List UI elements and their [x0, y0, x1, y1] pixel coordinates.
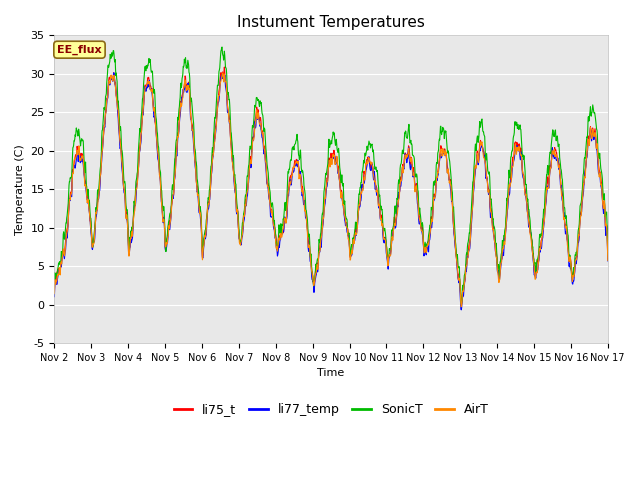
- li75_t: [604, 256, 612, 262]
- SonicT: [539, 216, 547, 222]
- li77_temp: [51, 294, 58, 300]
- Line: li75_t: li75_t: [54, 67, 608, 305]
- li75_t: [173, 136, 181, 142]
- SonicT: [218, 44, 226, 50]
- li77_temp: [174, 134, 182, 140]
- AirT: [417, 228, 425, 233]
- SonicT: [51, 288, 58, 293]
- li77_temp: [458, 307, 465, 312]
- li77_temp: [161, 222, 168, 228]
- SonicT: [490, 224, 498, 229]
- AirT: [490, 234, 498, 240]
- li75_t: [490, 233, 498, 239]
- li77_temp: [417, 226, 425, 231]
- SonicT: [417, 224, 425, 230]
- Line: SonicT: SonicT: [54, 47, 608, 304]
- Title: Instument Temperatures: Instument Temperatures: [237, 15, 425, 30]
- li75_t: [221, 64, 228, 70]
- SonicT: [604, 251, 612, 257]
- AirT: [539, 228, 547, 233]
- li75_t: [51, 292, 58, 298]
- li75_t: [458, 302, 465, 308]
- li75_t: [539, 228, 547, 234]
- li77_temp: [604, 258, 612, 264]
- AirT: [604, 258, 612, 264]
- li75_t: [417, 225, 425, 231]
- SonicT: [160, 204, 168, 210]
- AirT: [160, 217, 168, 223]
- SonicT: [173, 120, 181, 126]
- li77_temp: [236, 238, 244, 243]
- li75_t: [236, 239, 244, 245]
- SonicT: [458, 301, 465, 307]
- Legend: li75_t, li77_temp, SonicT, AirT: li75_t, li77_temp, SonicT, AirT: [168, 398, 493, 421]
- AirT: [173, 134, 181, 140]
- Text: EE_flux: EE_flux: [57, 45, 102, 55]
- li77_temp: [490, 234, 498, 240]
- AirT: [51, 291, 58, 297]
- X-axis label: Time: Time: [317, 368, 345, 378]
- SonicT: [236, 240, 244, 246]
- li75_t: [160, 217, 168, 223]
- Y-axis label: Temperature (C): Temperature (C): [15, 144, 25, 235]
- li77_temp: [539, 235, 547, 240]
- AirT: [236, 241, 244, 247]
- Line: li77_temp: li77_temp: [54, 73, 608, 310]
- Line: AirT: AirT: [54, 73, 608, 307]
- AirT: [219, 70, 227, 76]
- li77_temp: [110, 70, 118, 76]
- AirT: [458, 304, 465, 310]
